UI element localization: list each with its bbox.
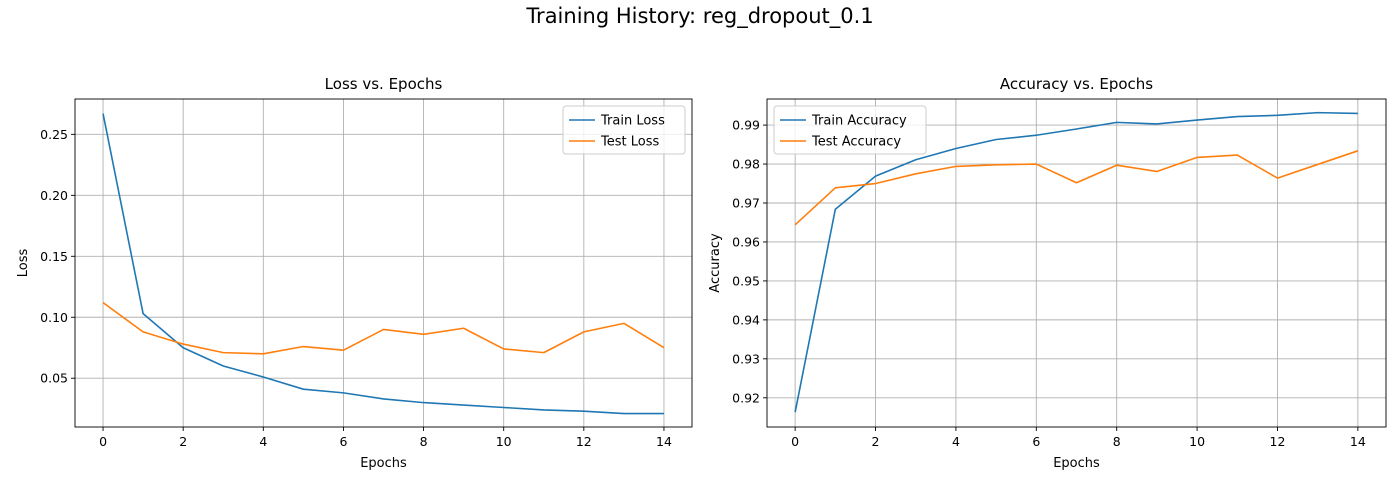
- y-tick-label: 0.92: [732, 390, 760, 405]
- y-tick-label: 0.93: [732, 351, 760, 366]
- legend-label-train: Train Loss: [600, 114, 665, 129]
- x-tick-label: 6: [339, 434, 347, 449]
- figure-suptitle: Training History: reg_dropout_0.1: [526, 4, 874, 28]
- legend-label-test: Test Loss: [600, 135, 659, 150]
- x-tick-label: 0: [791, 434, 799, 449]
- y-tick-label: 0.05: [40, 371, 68, 386]
- y-tick-label: 0.10: [40, 310, 68, 325]
- legend-box: [773, 105, 927, 155]
- chart-accuracy: 0 2 4 6 8 10 12 14 0.92 0.93 0.94 0.95 0.96 0.97 0.98 0…: [708, 75, 1387, 471]
- x-tick-label: 8: [420, 434, 428, 449]
- x-tick-label: 12: [1270, 434, 1286, 449]
- y-tick-label: 0.95: [732, 273, 760, 288]
- y-tick-label: 0.20: [40, 188, 68, 203]
- y-tick-label: 0.98: [732, 157, 760, 172]
- x-tick-label: 4: [952, 434, 960, 449]
- series-line-test: [794, 150, 1359, 226]
- y-tick-label: 0.97: [732, 196, 760, 211]
- legend-label-test: Test Accuracy: [811, 135, 901, 150]
- axes-frame: [74, 98, 693, 428]
- y-tick-label: 0.15: [40, 249, 68, 264]
- x-tick-label: 0: [99, 434, 107, 449]
- legend-box: [562, 105, 686, 155]
- y-tick-label: 0.94: [732, 312, 760, 327]
- axes-frame: [766, 98, 1387, 428]
- y-tick-label: 0.96: [732, 234, 760, 249]
- y-tick-label: 0.25: [40, 127, 68, 142]
- chart-title: Loss vs. Epochs: [325, 75, 443, 93]
- x-tick-label: 8: [1113, 434, 1121, 449]
- y-tick-label: 0.99: [732, 118, 760, 133]
- legend: Train Loss Test Loss: [562, 105, 686, 155]
- legend: Train Accuracy Test Accuracy: [773, 105, 927, 155]
- x-tick-label: 4: [259, 434, 267, 449]
- x-tick-label: 10: [1189, 434, 1205, 449]
- x-tick-label: 2: [872, 434, 880, 449]
- x-tick-label: 12: [576, 434, 592, 449]
- x-axis-label: Epochs: [360, 456, 407, 471]
- legend-label-train: Train Accuracy: [811, 114, 907, 129]
- x-tick-label: 10: [496, 434, 512, 449]
- x-axis-label: Epochs: [1053, 456, 1100, 471]
- chart-loss: 0 2 4 6 8 10 12 14 0.05 0.10 0.15 0.20 0.25 Loss vs. …: [16, 75, 693, 471]
- x-tick-label: 14: [1350, 434, 1366, 449]
- x-tick-label: 14: [656, 434, 672, 449]
- y-axis-label: Loss: [16, 249, 31, 278]
- series-line-train: [794, 111, 1358, 413]
- series-line-test: [102, 301, 665, 355]
- chart-title: Accuracy vs. Epochs: [1000, 75, 1153, 93]
- x-tick-label: 2: [179, 434, 187, 449]
- x-tick-label: 6: [1032, 434, 1040, 449]
- y-axis-label: Accuracy: [708, 233, 723, 293]
- series-line-train: [102, 113, 664, 415]
